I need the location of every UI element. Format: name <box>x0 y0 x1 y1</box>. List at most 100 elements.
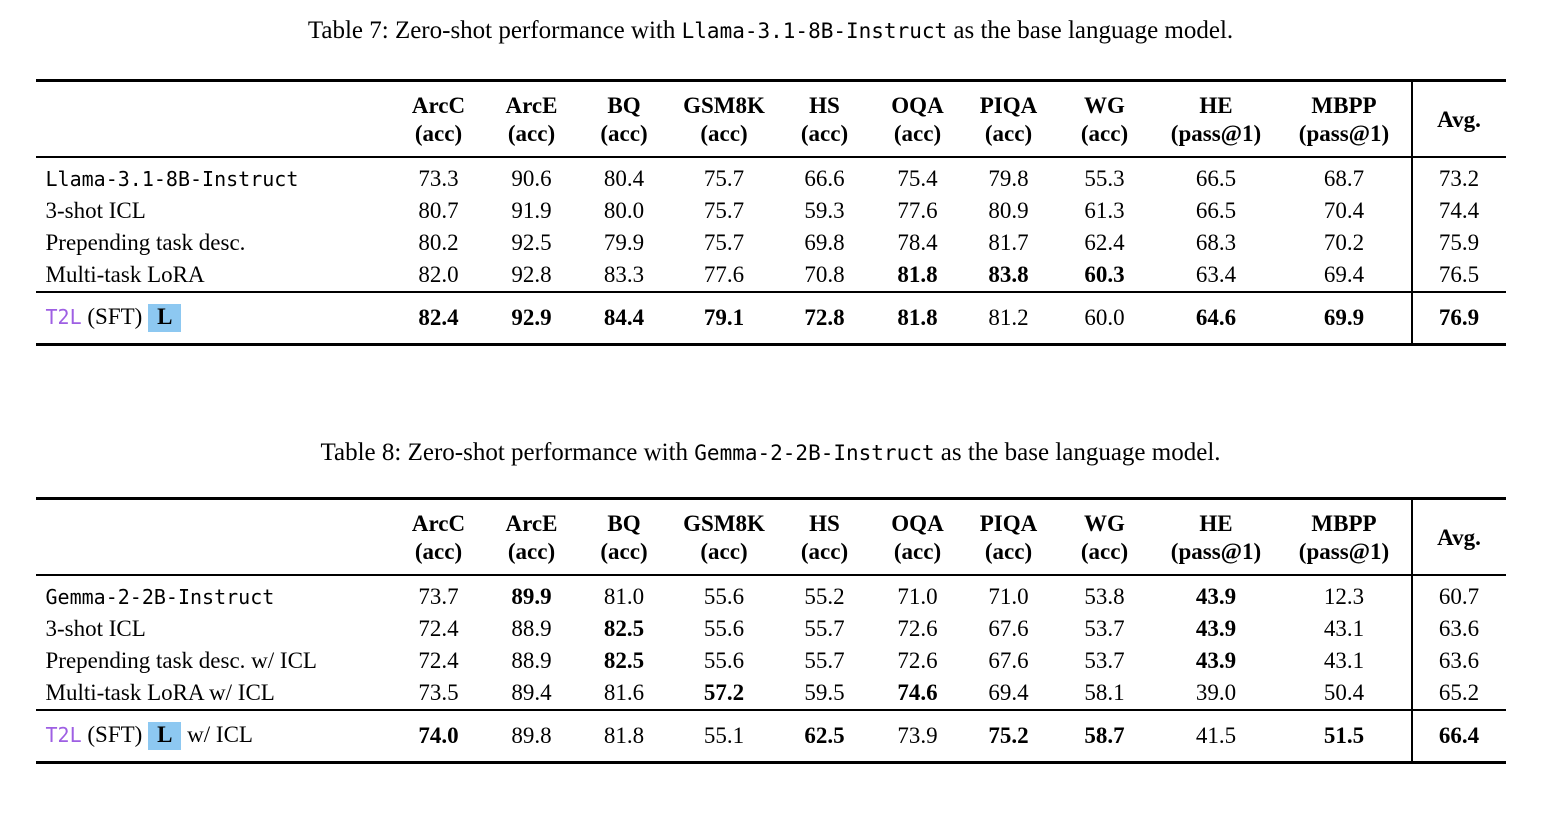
score-cell: 88.9 <box>511 616 552 641</box>
row-label: 3-shot ICL <box>36 613 391 645</box>
column-name: GSM8K <box>683 93 765 118</box>
score-cell: 92.9 <box>486 291 577 345</box>
score-cell: 63.4 <box>1195 262 1237 287</box>
score-cell: 72.8 <box>776 291 873 345</box>
row-label: T2L (SFT) L w/ ICL <box>35 709 391 763</box>
score-cell: 55.1 <box>671 709 777 763</box>
column-header: GSM8K (acc) <box>671 80 777 158</box>
column-header: BQ (acc) <box>576 498 672 576</box>
score-cell: 53.8 <box>1084 584 1125 609</box>
score-cell: 57.2 <box>703 680 745 705</box>
row-label: Llama-3.1-8B-Instruct <box>36 157 391 195</box>
column-header: ArcE (acc) <box>486 80 577 158</box>
score-cell: 82.4 <box>390 291 487 345</box>
column-metric: (acc) <box>414 121 463 146</box>
score-cell: 74.0 <box>390 709 487 763</box>
column-name: HE <box>1199 93 1233 118</box>
column-metric: (acc) <box>700 539 748 564</box>
score-cell: 80.7 <box>418 198 459 223</box>
score-cell: 69.9 <box>1277 291 1412 345</box>
row-label-text: (SFT) <box>81 722 149 747</box>
column-metric: (acc) <box>893 121 942 146</box>
score-cell: 92.5 <box>511 230 552 255</box>
column-header: GSM8K (acc) <box>671 498 777 576</box>
score-cell: 68.7 <box>1323 166 1365 191</box>
score-cell: 55.6 <box>703 648 745 673</box>
score-cell: 82.0 <box>418 262 459 287</box>
score-cell: 43.1 <box>1323 648 1365 673</box>
score-cell: 72.6 <box>897 616 938 641</box>
score-cell: 55.3 <box>1084 166 1125 191</box>
score-cell: 75.7 <box>703 198 745 223</box>
avg-cell: 73.2 <box>1410 157 1506 195</box>
row-label: Prepending task desc. <box>36 227 391 259</box>
score-cell: 92.8 <box>511 262 552 287</box>
column-header: MBPP (pass@1) <box>1277 80 1412 158</box>
table7-caption: Table 7: Zero-shot performance with Llam… <box>0 17 1541 45</box>
score-cell: 91.9 <box>511 198 552 223</box>
score-cell: 60.3 <box>1084 262 1125 287</box>
column-name: WG <box>1084 93 1125 118</box>
score-cell: 81.6 <box>603 680 645 705</box>
score-cell: 79.8 <box>988 166 1029 191</box>
highlight-row: T2L (SFT) L 82.4 92.9 84.4 79.1 72.8 81.8 81.2 6… <box>35 291 1506 345</box>
score-cell: 55.7 <box>804 648 845 673</box>
column-header: OQA (acc) <box>872 80 963 158</box>
column-header: Avg. <box>1410 80 1506 158</box>
model-name-label: Llama-3.1-8B-Instruct <box>45 167 299 191</box>
column-name: WG <box>1084 511 1125 536</box>
score-cell: 66.6 <box>804 166 845 191</box>
column-metric: (acc) <box>984 121 1033 146</box>
results-table-7: ArcC (acc) ArcE (acc) BQ (acc) GSM8K (acc) HS (ac… <box>35 79 1506 346</box>
score-cell: 59.5 <box>804 680 845 705</box>
row-label-text: 3-shot ICL <box>45 616 146 641</box>
column-name: ArcE <box>505 511 558 536</box>
column-name: ArcE <box>505 93 558 118</box>
table-row: Gemma-2-2B-Instruct 73.7 89.9 81.0 55.6 55.2 7… <box>36 575 1506 613</box>
score-cell: 53.7 <box>1084 648 1125 673</box>
table-row: Prepending task desc. w/ ICL 72.4 88.9 82.5… <box>36 645 1506 677</box>
avg-cell: 75.9 <box>1410 227 1506 259</box>
score-cell: 71.0 <box>897 584 938 609</box>
score-cell: 67.6 <box>988 648 1029 673</box>
score-cell: 73.9 <box>872 709 963 763</box>
score-cell: 73.7 <box>418 584 459 609</box>
column-metric: (acc) <box>984 539 1033 564</box>
table-row: 3-shot ICL 72.4 88.9 82.5 55.6 55.7 72.6 67.6 53… <box>36 613 1506 645</box>
column-name: ArcC <box>411 93 466 118</box>
column-header: ArcE (acc) <box>486 498 577 576</box>
score-cell: 51.5 <box>1277 709 1412 763</box>
table8-container: ArcC (acc) ArcE (acc) BQ (acc) GSM8K (acc) HS (ac… <box>35 497 1506 764</box>
column-name: OQA <box>891 93 944 118</box>
score-cell: 78.4 <box>897 230 938 255</box>
score-cell: 58.1 <box>1084 680 1125 705</box>
score-cell: 39.0 <box>1195 680 1237 705</box>
score-cell: 75.7 <box>703 166 745 191</box>
row-label: Gemma-2-2B-Instruct <box>36 575 391 613</box>
column-header: BQ (acc) <box>576 80 672 158</box>
score-cell: 70.2 <box>1323 230 1365 255</box>
avg-cell: 76.5 <box>1410 259 1506 292</box>
size-l-badge: L <box>148 722 182 750</box>
column-metric: (acc) <box>800 121 849 146</box>
column-header: WG (acc) <box>1054 498 1155 576</box>
score-cell: 59.3 <box>804 198 845 223</box>
column-metric: (pass@1) <box>1298 539 1390 564</box>
score-cell: 89.9 <box>511 584 552 609</box>
column-metric: (acc) <box>414 539 463 564</box>
row-label-text: (SFT) <box>81 304 149 329</box>
results-table-8: ArcC (acc) ArcE (acc) BQ (acc) GSM8K (acc) HS (ac… <box>35 497 1506 764</box>
row-label: T2L (SFT) L <box>35 291 391 345</box>
score-cell: 84.4 <box>576 291 672 345</box>
score-cell: 82.5 <box>603 648 645 673</box>
t2l-label: T2L <box>45 723 82 747</box>
column-header: ArcC (acc) <box>390 498 487 576</box>
score-cell: 80.0 <box>603 198 645 223</box>
column-name: PIQA <box>979 93 1038 118</box>
score-cell: 79.9 <box>603 230 645 255</box>
score-cell: 60.0 <box>1054 291 1155 345</box>
size-l-badge: L <box>148 304 182 332</box>
score-cell: 58.7 <box>1054 709 1155 763</box>
column-header: ArcC (acc) <box>390 80 487 158</box>
table7-container: ArcC (acc) ArcE (acc) BQ (acc) GSM8K (acc) HS (ac… <box>35 79 1506 346</box>
